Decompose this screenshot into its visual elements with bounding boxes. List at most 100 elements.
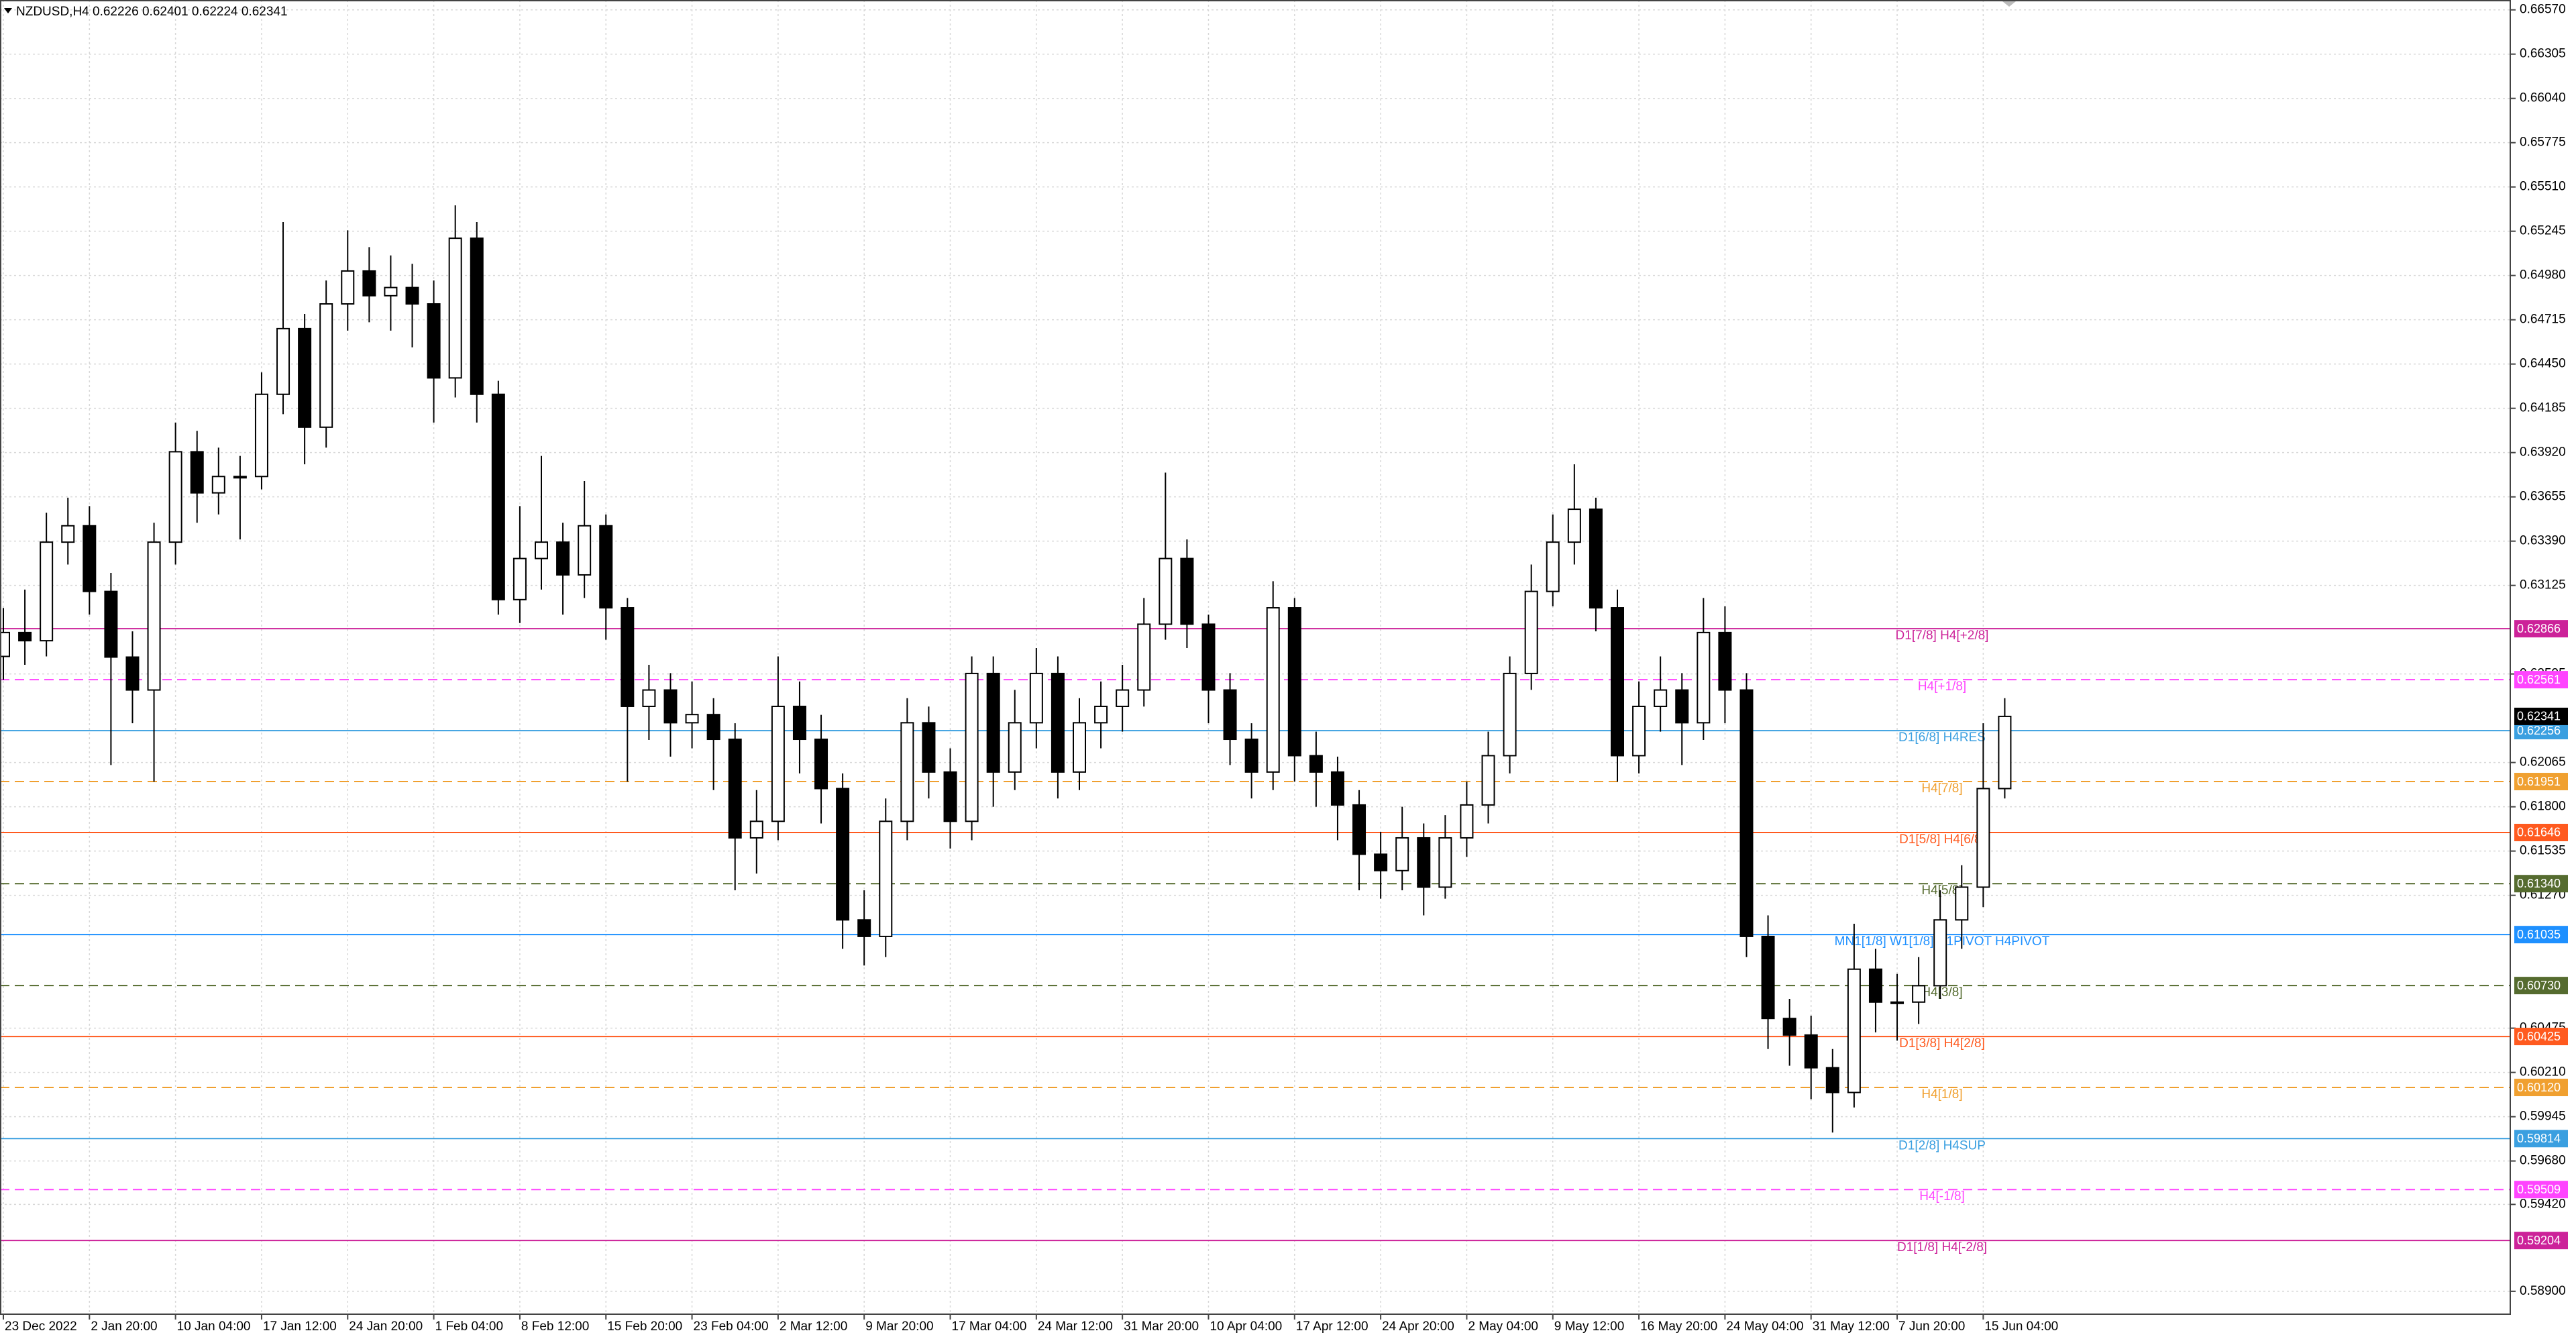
price-box-label: 0.59204: [2517, 1234, 2561, 1247]
x-tick-label: 7 Jun 20:00: [1898, 1320, 1965, 1334]
candle-body: [535, 541, 548, 559]
candle-body: [233, 476, 247, 479]
candle-body: [211, 476, 225, 494]
candle-body: [965, 672, 979, 822]
candle-body: [1825, 1067, 1839, 1093]
candle-body: [1180, 557, 1194, 625]
price-box-label: 0.60120: [2517, 1081, 2561, 1094]
candle-body: [1761, 935, 1775, 1020]
candle-body: [1395, 837, 1409, 871]
candle-body: [1804, 1034, 1818, 1069]
candle-body: [1912, 985, 1926, 1003]
y-tick-label: 0.65510: [2520, 180, 2566, 194]
candle-body: [362, 270, 376, 297]
y-tick-label: 0.59680: [2520, 1154, 2566, 1168]
candle-body: [1159, 557, 1173, 625]
price-box: [2514, 773, 2568, 791]
candle-body: [125, 656, 140, 691]
candle-body: [1976, 788, 1990, 888]
candle-body: [1868, 968, 1882, 1003]
candle-body: [1460, 804, 1474, 839]
candle-body: [254, 393, 268, 478]
candle-body: [1287, 607, 1301, 757]
candle-body: [879, 820, 893, 937]
candle-body: [1374, 853, 1388, 871]
y-tick-label: 0.64980: [2520, 268, 2566, 282]
level-label: D1[3/8] H4[2/8]: [1899, 1036, 1985, 1051]
level-label: H4[7/8]: [1921, 782, 1962, 796]
candle-body: [599, 525, 613, 609]
candle-body: [405, 286, 419, 305]
y-tick-label: 0.61535: [2520, 844, 2566, 858]
level-label: D1[5/8] H4[6/8]: [1899, 833, 1985, 847]
price-box-label: 0.62256: [2517, 724, 2561, 737]
candle-body: [1739, 689, 1754, 937]
x-tick-label: 10 Jan 04:00: [177, 1320, 251, 1334]
candle-body: [40, 541, 54, 642]
y-tick-label: 0.66040: [2520, 91, 2566, 105]
candle-body: [706, 714, 720, 741]
candle-body: [1567, 508, 1581, 543]
last-price-label: 0.62341: [2517, 710, 2561, 723]
candle-body: [1632, 705, 1646, 757]
x-tick-label: 17 Apr 12:00: [1296, 1320, 1368, 1334]
candle-body: [1073, 722, 1086, 773]
price-box: [2514, 1232, 2568, 1250]
candle-body: [556, 541, 570, 576]
candle-body: [491, 393, 505, 600]
candle-body: [1266, 607, 1280, 773]
candle-body: [61, 525, 75, 543]
axis: 0.66570 0.66305 0.66040 0.65775 0.65510 0.652…: [3, 3, 2568, 1334]
x-tick-label: 9 Mar 20:00: [865, 1320, 933, 1334]
x-tick-label: 17 Mar 04:00: [952, 1320, 1027, 1334]
price-box-label: 0.59814: [2517, 1132, 2561, 1145]
x-tick-label: 31 May 12:00: [1813, 1320, 1890, 1334]
level-label: H4[+1/8]: [1918, 680, 1966, 694]
y-tick-label: 0.63920: [2520, 445, 2566, 460]
candle-body: [857, 919, 871, 937]
candle-body: [943, 771, 957, 822]
x-tick-label: 23 Feb 04:00: [694, 1320, 769, 1334]
level-label: D1[7/8] H4[+2/8]: [1896, 629, 1989, 643]
y-tick-label: 0.66305: [2520, 47, 2566, 61]
x-tick-label: 17 Jan 12:00: [263, 1320, 337, 1334]
level-label: D1[6/8] H4RES: [1898, 731, 1986, 745]
price-box: [2514, 1028, 2568, 1046]
levels: D1[7/8] H4[+2/8] H4[+1/8] D1[6/8] H4RES H4[…: [0, 628, 2510, 1254]
x-tick-label: 10 Apr 04:00: [1210, 1320, 1282, 1334]
candle-body: [0, 631, 10, 657]
candle-body: [1201, 623, 1216, 691]
x-tick-label: 24 May 04:00: [1726, 1320, 1803, 1334]
x-tick-label: 24 Mar 12:00: [1038, 1320, 1113, 1334]
candle-body: [663, 689, 678, 724]
candle-body: [1116, 689, 1130, 707]
candle-body: [749, 820, 763, 839]
candle-body: [1675, 689, 1689, 724]
candle-body: [1654, 689, 1668, 707]
candle-body: [1697, 631, 1711, 724]
candle-body: [1330, 771, 1344, 806]
x-tick-label: 24 Jan 20:00: [349, 1320, 423, 1334]
price-box: [2514, 1181, 2568, 1199]
x-tick-label: 23 Dec 2022: [5, 1320, 77, 1334]
price-box-label: 0.60425: [2517, 1030, 2561, 1043]
price-box-label: 0.62866: [2517, 622, 2561, 635]
candle-body: [621, 607, 635, 707]
candle-body: [1546, 541, 1560, 592]
x-tick-label: 15 Jun 04:00: [1984, 1320, 2058, 1334]
candle-body: [427, 303, 441, 379]
candle-body: [448, 237, 462, 379]
candle-body: [470, 237, 484, 395]
candle-body: [1244, 739, 1258, 773]
candle-body: [642, 689, 656, 707]
candle-body: [276, 327, 290, 395]
y-tick-label: 0.59945: [2520, 1110, 2566, 1124]
price-box: [2514, 620, 2568, 638]
candle-body: [341, 270, 355, 305]
menu-triangle: [4, 8, 12, 13]
y-tick-label: 0.64185: [2520, 401, 2566, 415]
price-box-label: 0.61035: [2517, 928, 2561, 941]
candle-body: [1718, 631, 1732, 691]
